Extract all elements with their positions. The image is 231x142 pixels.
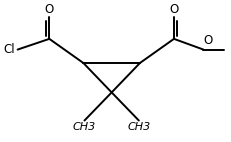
Text: CH3: CH3 bbox=[127, 122, 150, 132]
Text: O: O bbox=[203, 34, 212, 47]
Text: O: O bbox=[169, 3, 178, 16]
Text: Cl: Cl bbox=[4, 43, 15, 56]
Text: CH3: CH3 bbox=[73, 122, 96, 132]
Text: O: O bbox=[45, 3, 54, 16]
